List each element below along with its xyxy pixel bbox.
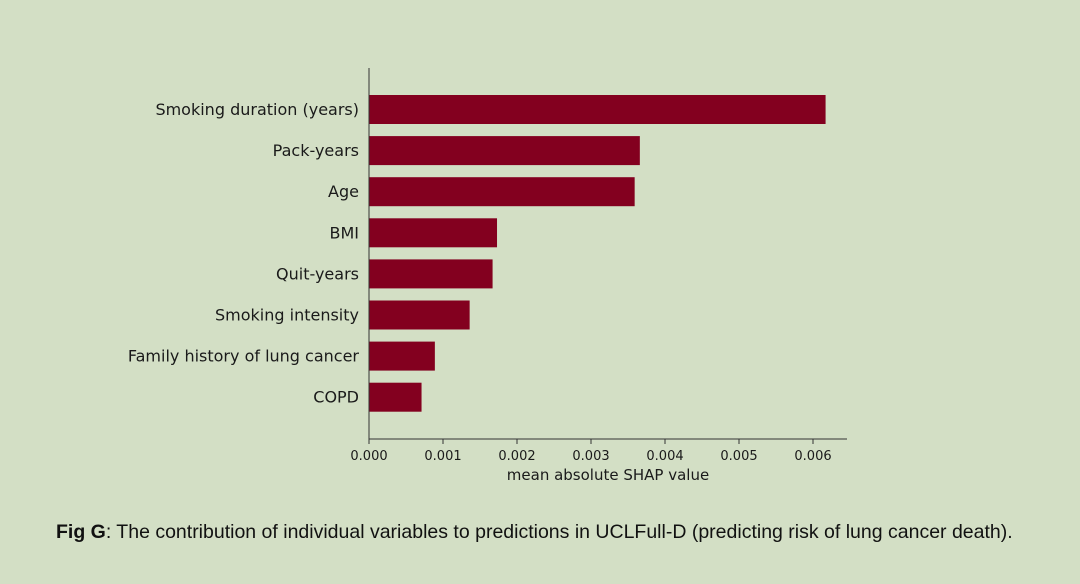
x-axis-label: mean absolute SHAP value <box>507 466 709 484</box>
shap-bar-chart: Smoking duration (years) Pack-years Age BMI… <box>128 68 847 484</box>
x-tick-label-4: 0.004 <box>646 449 683 464</box>
bar-0 <box>369 95 826 124</box>
x-tick-label-0: 0.000 <box>350 449 387 464</box>
caption-label: Fig G <box>56 521 106 543</box>
bar-6 <box>369 341 435 371</box>
x-tick-label-2: 0.002 <box>498 449 535 464</box>
x-ticks: 0.000 0.001 0.002 0.003 0.004 0.005 0.006 <box>350 439 832 464</box>
bar-2 <box>369 177 635 207</box>
category-label-2: Age <box>328 182 359 201</box>
x-tick-label-6: 0.006 <box>794 449 831 464</box>
figure-caption: Fig G: The contribution of individual va… <box>56 520 1016 544</box>
bar-1 <box>369 136 640 166</box>
x-tick-label-1: 0.001 <box>424 449 461 464</box>
x-tick-label-5: 0.005 <box>720 449 757 464</box>
bar-3 <box>369 218 498 248</box>
bar-4 <box>369 259 493 289</box>
category-label-4: Quit-years <box>276 264 359 283</box>
category-label-5: Smoking intensity <box>215 306 359 325</box>
x-tick-label-3: 0.003 <box>572 449 609 464</box>
category-labels: Smoking duration (years) Pack-years Age BMI… <box>128 100 360 407</box>
bar-7 <box>369 382 422 412</box>
category-label-3: BMI <box>330 223 360 242</box>
bar-5 <box>369 300 470 330</box>
category-label-7: COPD <box>313 388 359 407</box>
category-label-6: Family history of lung cancer <box>128 347 360 366</box>
category-label-1: Pack-years <box>273 141 359 160</box>
category-label-0: Smoking duration (years) <box>155 100 359 119</box>
caption-text: : The contribution of individual variabl… <box>105 521 1013 543</box>
bars-group <box>369 95 826 412</box>
